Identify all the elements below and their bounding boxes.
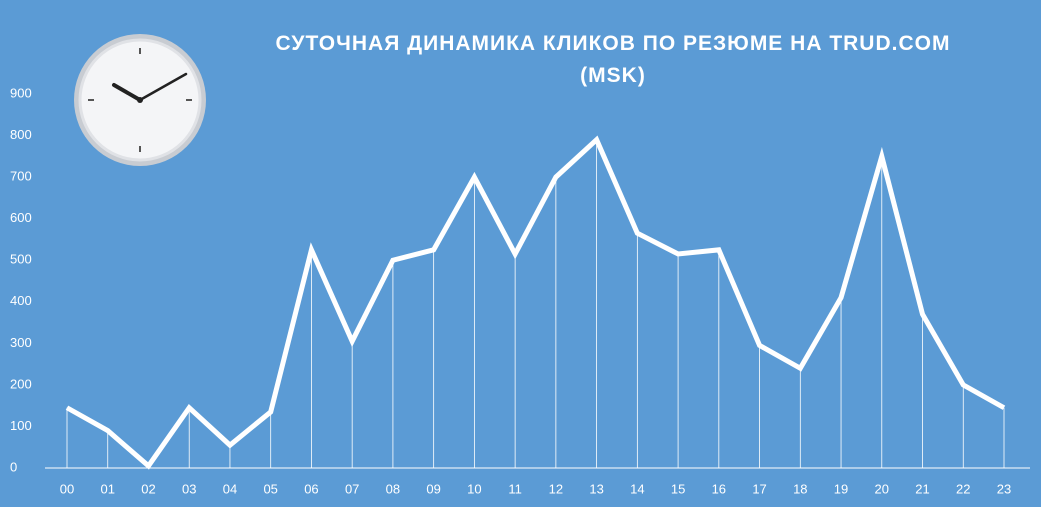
- x-tick-label: 22: [956, 481, 970, 496]
- x-tick-label: 01: [101, 481, 115, 496]
- x-tick-label: 12: [549, 481, 563, 496]
- line: [65, 135, 1006, 470]
- x-tick-label: 10: [467, 481, 481, 496]
- x-tick-label: 02: [141, 481, 155, 496]
- x-tick-label: 18: [793, 481, 807, 496]
- y-tick-label: 900: [10, 85, 32, 100]
- x-tick-label: 05: [263, 481, 277, 496]
- y-tick-label: 500: [10, 252, 32, 267]
- x-tick-label: 14: [630, 481, 644, 496]
- y-tick-label: 700: [10, 169, 32, 184]
- x-tick-label: 09: [426, 481, 440, 496]
- x-tick-label: 19: [834, 481, 848, 496]
- x-tick-label: 04: [223, 481, 237, 496]
- x-tick-label: 16: [712, 481, 726, 496]
- y-tick-label: 0: [10, 459, 17, 474]
- x-tick-label: 06: [304, 481, 318, 496]
- y-tick-label: 800: [10, 127, 32, 142]
- y-tick-label: 300: [10, 335, 32, 350]
- x-tick-label: 21: [915, 481, 929, 496]
- x-tick-label: 07: [345, 481, 359, 496]
- x-tick-label: 15: [671, 481, 685, 496]
- x-tick-label: 00: [60, 481, 74, 496]
- y-tick-label: 600: [10, 210, 32, 225]
- x-tick-label: 11: [508, 481, 522, 496]
- x-tick-label: 23: [997, 481, 1011, 496]
- y-tick-label: 200: [10, 376, 32, 391]
- x-tick-label: 08: [386, 481, 400, 496]
- x-tick-label: 17: [752, 481, 766, 496]
- x-tick-label: 20: [875, 481, 889, 496]
- y-tick-label: 400: [10, 293, 32, 308]
- chart-title: СУТОЧНАЯ ДИНАМИКА КЛИКОВ ПО РЕЗЮМЕ НА TR…: [275, 32, 951, 87]
- x-tick-label: 13: [589, 481, 603, 496]
- clock: [74, 34, 206, 166]
- x-tick-label: 03: [182, 481, 196, 496]
- y-tick-label: 100: [10, 418, 32, 433]
